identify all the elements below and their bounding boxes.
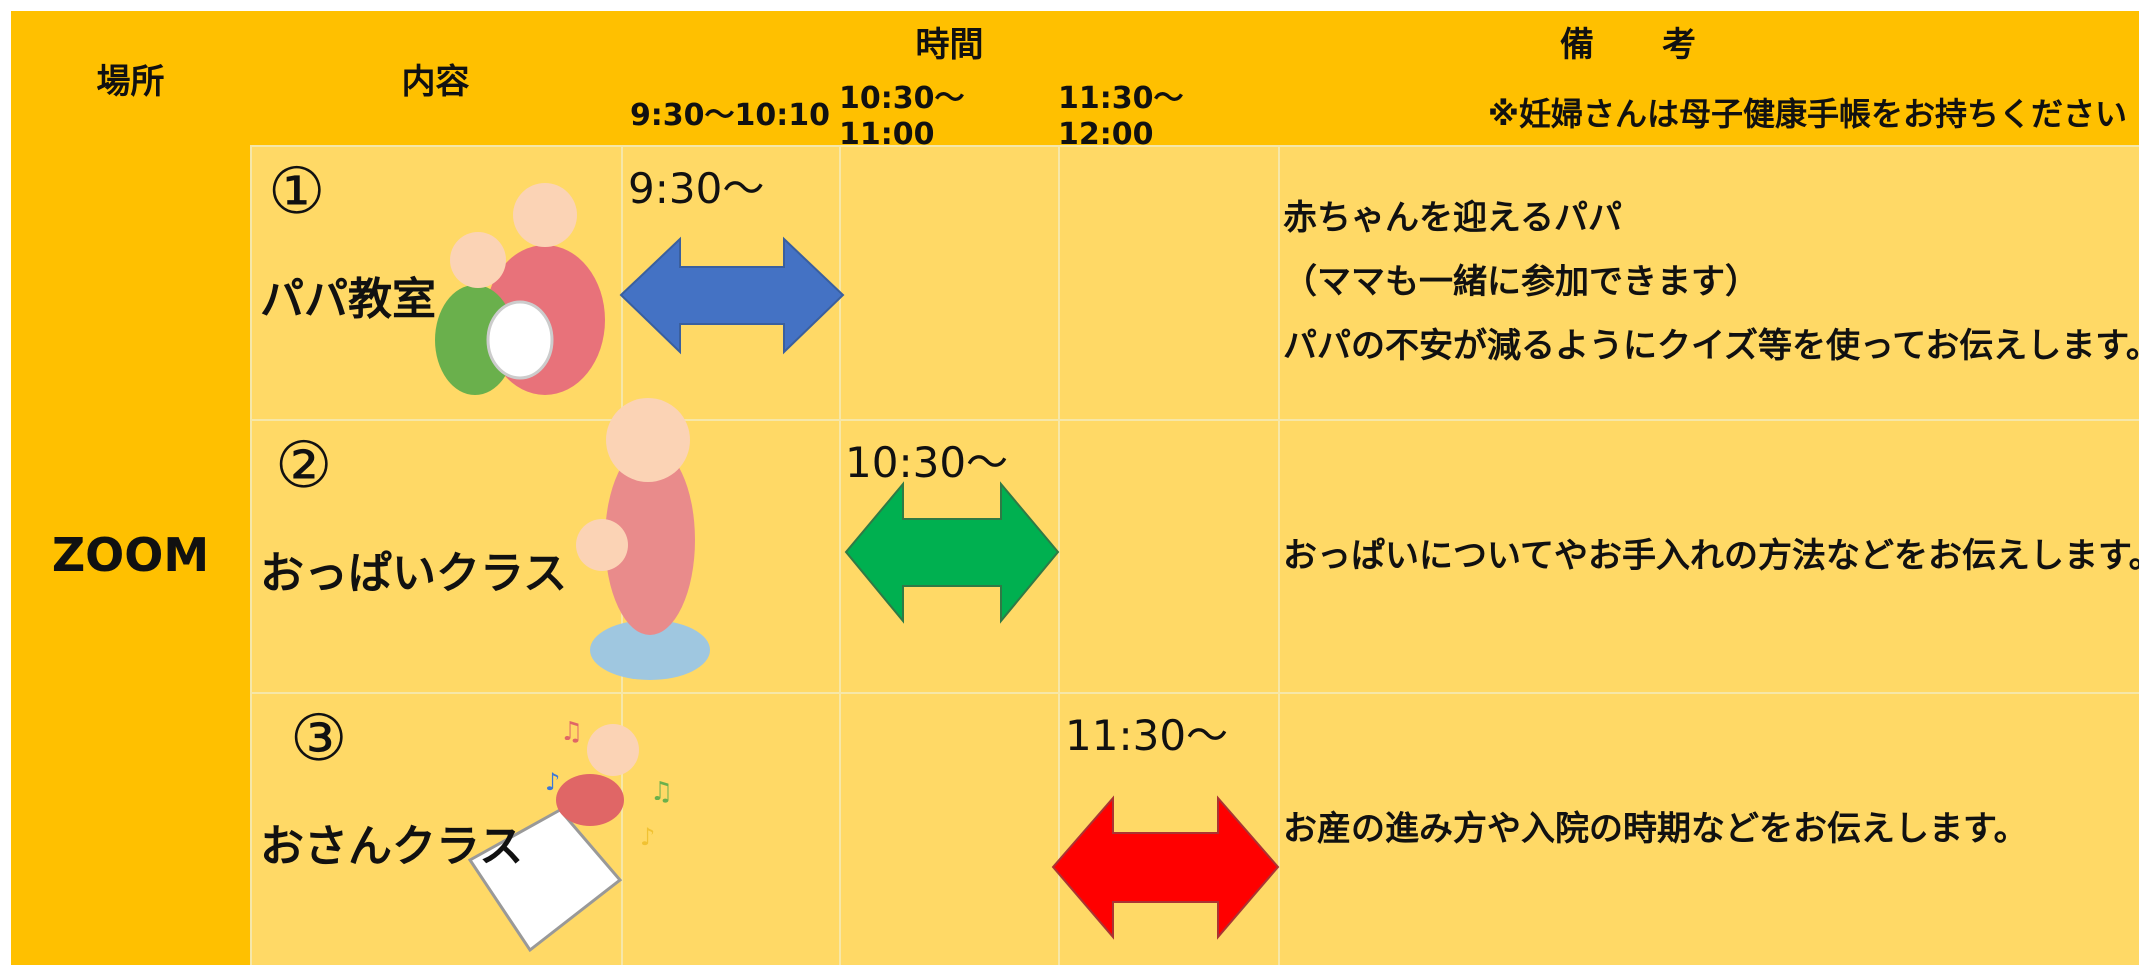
notes: 赤ちゃんを迎えるパパ （ママも一緒に参加できます） パパの不安が減るようにクイズ等を… — [1283, 145, 2139, 419]
svg-text:♫: ♫ — [560, 717, 583, 747]
place-header: 場所 — [96, 61, 165, 102]
cell — [839, 692, 1058, 965]
cell — [621, 692, 839, 965]
cell — [1058, 419, 1278, 692]
cell — [1058, 145, 1278, 419]
notes: お産の進み方や入院の時期などをお伝えします。 — [1283, 692, 2133, 965]
row-number: ① — [268, 155, 326, 229]
notes: おっぱいについてやお手入れの方法などをお伝えします。 — [1283, 419, 2139, 692]
start-time: 10:30～ — [845, 438, 1009, 487]
illustration-osan: ♫♫♪♪ — [467, 717, 673, 953]
time-slot: 9:30～10:10 — [629, 98, 831, 133]
cell — [1278, 145, 2139, 419]
illustration-oppai — [576, 398, 710, 680]
header-row — [11, 11, 2139, 145]
time-header: 時間 — [915, 24, 984, 65]
row-title: おさんクラス — [260, 821, 524, 872]
cell — [250, 419, 621, 692]
row-number: ③ — [290, 702, 348, 776]
arrow-blue — [619, 236, 845, 355]
illustration-papa — [435, 183, 605, 395]
note-line: おっぱいについてやお手入れの方法などをお伝えします。 — [1283, 535, 2139, 576]
arrow-green — [844, 481, 1060, 624]
svg-text:♪: ♪ — [640, 823, 655, 851]
cell — [1278, 692, 2139, 965]
start-time: 9:30～ — [628, 164, 765, 213]
cell — [1278, 419, 2139, 692]
start-time: 11:30～ — [1065, 711, 1229, 760]
note-line: お産の進み方や入院の時期などをお伝えします。 — [1283, 808, 2028, 849]
row-number: ② — [275, 429, 333, 503]
row-title: おっぱいクラス — [260, 548, 568, 599]
arrow-red — [1051, 795, 1280, 940]
remarks-note: ※妊婦さんは母子健康手帳をお持ちください — [1487, 95, 2127, 133]
note-line: （ママも一緒に参加できます） — [1283, 262, 1759, 302]
cell — [839, 145, 1058, 419]
place-cell: ZOOM — [11, 145, 250, 965]
svg-text:♪: ♪ — [545, 768, 560, 796]
content-header: 内容 — [401, 61, 470, 102]
note-line: 赤ちゃんを迎えるパパ — [1283, 198, 1622, 238]
note-line: パパの不安が減るようにクイズ等を使ってお伝えします。 — [1283, 326, 2139, 366]
remarks-header: 備 考 — [1560, 24, 1696, 65]
row-title: パパ教室 — [260, 274, 436, 325]
svg-text:♫: ♫ — [650, 777, 673, 807]
